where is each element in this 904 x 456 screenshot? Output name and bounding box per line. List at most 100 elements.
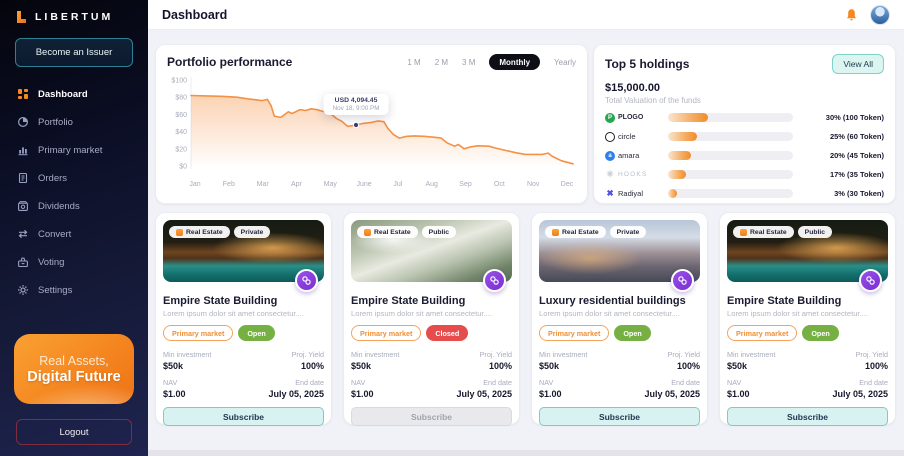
min-investment-label: Min investment [539, 350, 588, 359]
visibility-badge: Private [233, 226, 271, 238]
svg-text:May: May [324, 181, 338, 188]
svg-text:Jul: Jul [393, 181, 402, 188]
status-badge: Closed [426, 325, 469, 341]
property-title: Luxury residential buildings [539, 295, 686, 307]
promo-banner[interactable]: Real Assets, Digital Future [14, 334, 134, 404]
end-date-label: End date [671, 378, 700, 387]
svg-text:Apr: Apr [291, 181, 303, 188]
property-card: Real Estate Public Empire State Building… [719, 212, 896, 426]
sidebar-item-label: Dashboard [38, 88, 88, 100]
svg-text:$100: $100 [171, 78, 187, 85]
sidebar-item-label: Portfolio [38, 116, 73, 128]
primary-market-tag: Primary market [539, 325, 610, 341]
proj-yield-value: 100% [300, 361, 324, 371]
svg-text:Aug: Aug [425, 181, 438, 188]
min-investment-value: $50k [727, 361, 748, 371]
token-name: amara [618, 151, 640, 160]
logout-button[interactable]: Logout [16, 419, 132, 445]
real-estate-badge: Real Estate [545, 226, 606, 238]
share-button[interactable] [483, 269, 506, 292]
building-icon [176, 228, 183, 236]
status-badge: Open [238, 325, 275, 341]
subscribe-button[interactable]: Subscribe [351, 407, 512, 426]
end-date-value: July 05, 2025 [456, 389, 512, 399]
total-valuation-caption: Total Valuation of the funds [605, 96, 701, 105]
orders-clipboard-icon [17, 172, 29, 184]
bell-icon[interactable] [845, 8, 858, 22]
nav-label: NAV [727, 378, 742, 387]
nav-value: $1.00 [727, 389, 750, 399]
performance-chart: $100 $80 $60 $40 $20 $0 Jan Feb Mar Apr May June Jul… [167, 74, 576, 199]
property-title: Empire State Building [163, 295, 278, 307]
allocation-value: 20% (45 Token) [829, 151, 884, 160]
top-bar: Dashboard [148, 0, 904, 30]
svg-text:Feb: Feb [223, 181, 235, 188]
share-button[interactable] [859, 269, 882, 292]
horizontal-scrollbar[interactable] [148, 450, 904, 456]
avatar[interactable] [870, 4, 890, 25]
sidebar-item-portfolio[interactable]: Portfolio [0, 108, 148, 136]
end-date-label: End date [295, 378, 324, 387]
nav-value: $1.00 [539, 389, 562, 399]
amara-token-icon: a [605, 150, 615, 161]
share-button[interactable] [295, 269, 318, 292]
svg-text:Sep: Sep [459, 181, 472, 188]
promo-line2: Digital Future [27, 368, 121, 385]
proj-yield-label: Proj. Yield [667, 350, 700, 359]
gear-icon [17, 284, 29, 296]
filter-2m[interactable]: 2 M [434, 57, 449, 67]
total-valuation-amount: $15,000.00 [605, 82, 661, 94]
subscribe-button[interactable]: Subscribe [163, 407, 324, 426]
sidebar-item-voting[interactable]: Voting [0, 248, 148, 276]
primary-market-tag: Primary market [163, 325, 234, 341]
holding-row: a amara 20% (45 Token) [605, 149, 884, 162]
token-name: circle [618, 132, 636, 141]
subscribe-button[interactable]: Subscribe [539, 407, 700, 426]
primary-market-tag: Primary market [727, 325, 798, 341]
sidebar-item-primary-market[interactable]: Primary market [0, 136, 148, 164]
sidebar-item-dividends[interactable]: Dividends [0, 192, 148, 220]
filter-3m[interactable]: 3 M [462, 57, 476, 67]
become-issuer-button[interactable]: Become an Issuer [15, 38, 133, 67]
sidebar-item-orders[interactable]: Orders [0, 164, 148, 192]
min-investment-value: $50k [351, 361, 372, 371]
property-card: Real Estate Private Empire State Buildin… [155, 212, 332, 426]
min-investment-label: Min investment [163, 350, 212, 359]
allocation-bar [668, 170, 793, 179]
allocation-bar [668, 151, 793, 160]
sidebar-item-settings[interactable]: Settings [0, 276, 148, 304]
share-button[interactable] [671, 269, 694, 292]
visibility-badge: Private [609, 226, 647, 238]
svg-text:Jan: Jan [189, 181, 200, 188]
nav-label: NAV [351, 378, 366, 387]
real-estate-badge: Real Estate [733, 226, 794, 238]
filter-monthly[interactable]: Monthly [489, 54, 541, 70]
real-estate-badge: Real Estate [169, 226, 230, 238]
dividends-box-icon [17, 200, 29, 212]
svg-text:June: June [356, 181, 371, 188]
view-all-button[interactable]: View All [832, 54, 884, 74]
proj-yield-value: 100% [676, 361, 700, 371]
sidebar-item-dashboard[interactable]: Dashboard [0, 80, 148, 108]
filter-yearly[interactable]: Yearly [554, 57, 576, 67]
sidebar-item-label: Voting [38, 256, 65, 268]
holding-row: ✳ HOOKS 17% (35 Token) [605, 168, 884, 181]
allocation-bar [668, 113, 793, 122]
property-title: Empire State Building [727, 295, 842, 307]
filter-1m[interactable]: 1 M [407, 57, 421, 67]
svg-text:$80: $80 [175, 95, 187, 102]
end-date-value: July 05, 2025 [268, 389, 324, 399]
svg-text:Oct: Oct [494, 181, 505, 188]
min-investment-label: Min investment [727, 350, 776, 359]
subscribe-button[interactable]: Subscribe [727, 407, 888, 426]
promo-line1: Real Assets, [39, 353, 109, 368]
svg-text:$40: $40 [175, 129, 187, 136]
sidebar-item-convert[interactable]: Convert [0, 220, 148, 248]
dashboard-content: Portfolio performance 1 M 2 M 3 M Monthl… [148, 30, 904, 456]
proj-yield-label: Proj. Yield [479, 350, 512, 359]
proj-yield-label: Proj. Yield [291, 350, 324, 359]
sidebar-item-label: Dividends [38, 200, 80, 212]
property-description: Lorem ipsum dolor sit amet consectetur..… [351, 309, 492, 318]
property-card: Real Estate Public Empire State Building… [343, 212, 520, 426]
